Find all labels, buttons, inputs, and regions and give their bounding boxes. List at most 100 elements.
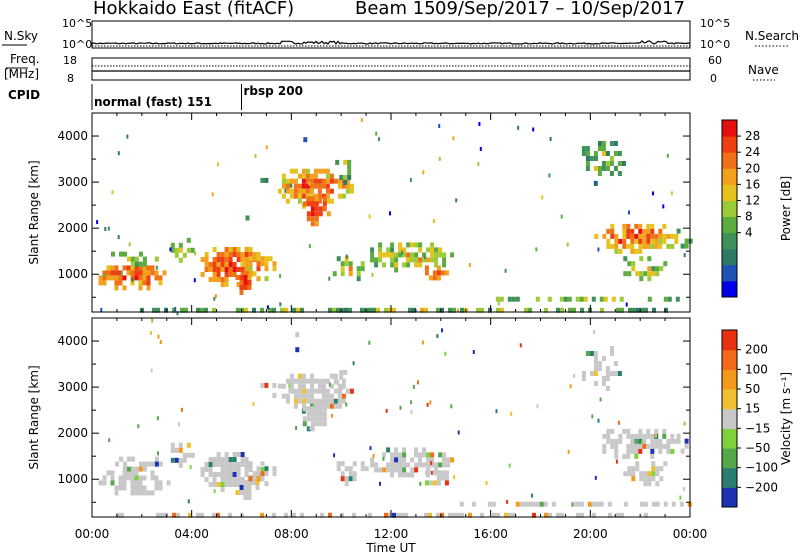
range-cell: [106, 265, 111, 271]
range-cell: [382, 467, 387, 473]
range-cell: [122, 475, 127, 481]
range-cell: [285, 178, 290, 184]
range-cell: [293, 183, 298, 189]
range-cell: [414, 242, 419, 248]
range-cell: [297, 378, 302, 384]
range-cell: [208, 462, 213, 467]
range-cell: [370, 462, 375, 468]
range-cell: [239, 280, 244, 285]
range-cell: [414, 452, 419, 458]
range-cell: [301, 398, 306, 404]
range-cell: [220, 277, 225, 282]
range-cell: [504, 512, 508, 518]
range-cell: [654, 238, 659, 244]
range-cell: [528, 307, 532, 313]
range-cell: [130, 470, 135, 476]
range-cell: [455, 198, 458, 203]
range-cell: [654, 443, 659, 449]
range-cell: [476, 307, 480, 313]
range-cell: [138, 466, 143, 472]
range-cell: [186, 237, 191, 243]
range-cell: [103, 273, 106, 278]
range-cell: [638, 443, 643, 449]
range-cell: [285, 183, 290, 189]
range-cell: [293, 388, 298, 394]
range-cell: [285, 398, 290, 404]
range-cell: [138, 251, 143, 257]
range-cell: [352, 361, 355, 366]
range-cell: [535, 247, 538, 252]
range-cell: [655, 501, 660, 507]
range-cell: [321, 168, 326, 174]
range-cell: [248, 461, 253, 467]
range-cell: [110, 275, 115, 281]
range-cell: [597, 361, 602, 366]
range-cell: [652, 191, 654, 196]
range-cell: [297, 388, 302, 394]
station-title: Hokkaido East (fitACF): [93, 0, 295, 19]
range-cell: [360, 461, 365, 467]
range-cell: [623, 471, 628, 477]
range-cell: [398, 457, 403, 463]
range-cell: [297, 393, 302, 399]
range-cell: [666, 438, 671, 444]
range-cell: [442, 452, 447, 458]
range-cell: [626, 433, 631, 439]
range-cell: [232, 252, 237, 257]
range-cell: [627, 471, 632, 477]
range-cell: [297, 173, 302, 179]
range-cell: [146, 275, 151, 281]
range-cell: [436, 470, 441, 476]
range-cell: [240, 457, 245, 462]
range-cell: [340, 512, 344, 518]
y-axis-label: Slant Range [km]: [27, 365, 41, 469]
range-cell: [256, 466, 261, 472]
power-colorbar-tick-label: 12: [745, 193, 760, 207]
range-cell: [610, 228, 615, 234]
range-cell: [444, 470, 449, 476]
range-cell: [142, 265, 147, 271]
range-cell: [336, 466, 341, 472]
range-cell: [310, 411, 315, 417]
range-cell: [622, 453, 627, 459]
range-cell: [460, 307, 464, 313]
range-cell: [627, 271, 632, 277]
range-cell: [627, 466, 632, 472]
range-cell: [374, 262, 379, 268]
range-cell: [322, 201, 327, 207]
range-cell: [216, 462, 221, 467]
range-cell: [244, 307, 248, 313]
range-cell: [642, 433, 647, 439]
range-cell: [212, 262, 217, 267]
range-cell: [569, 384, 572, 389]
range-cell: [118, 485, 123, 491]
range-cell: [288, 182, 293, 188]
range-cell: [655, 466, 660, 472]
range-cell: [220, 477, 225, 482]
velocity-colorbar-frame: [721, 329, 738, 508]
range-cell: [216, 482, 221, 487]
range-cell: [450, 252, 455, 258]
velocity-colorbar-swatch: [722, 487, 737, 508]
range-cell: [606, 428, 611, 434]
range-cell: [406, 472, 411, 478]
range-cell: [325, 193, 330, 199]
range-cell: [609, 346, 614, 351]
range-cell: [654, 243, 659, 249]
range-cell: [170, 242, 175, 248]
range-cell: [575, 501, 580, 507]
beam-label: Beam 15: [355, 0, 436, 19]
range-cell: [390, 462, 395, 468]
range-cell: [347, 164, 352, 170]
range-cell: [430, 252, 435, 258]
range-cell: [640, 307, 644, 313]
range-cell: [440, 307, 444, 313]
range-cell: [480, 307, 484, 313]
power-colorbar-swatch: [722, 184, 737, 201]
x-tick-label: 00:00: [75, 527, 110, 541]
range-cell: [426, 457, 431, 463]
range-cell: [134, 470, 139, 476]
range-cell: [368, 340, 371, 345]
range-cell: [310, 211, 315, 217]
range-cell: [110, 475, 115, 481]
